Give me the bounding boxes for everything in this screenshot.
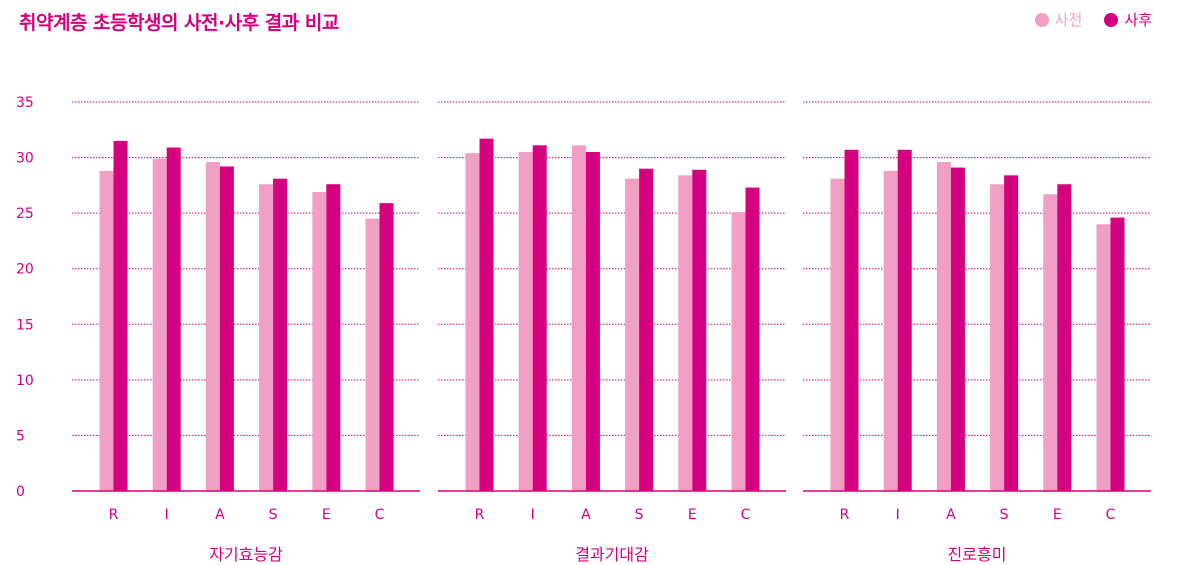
bar-post <box>326 184 341 491</box>
x-tick-label: E <box>688 507 697 523</box>
x-tick-label: R <box>109 507 119 523</box>
bar-pre <box>312 192 327 492</box>
x-tick-label: S <box>1000 507 1009 523</box>
panel-title: 진로흥미 <box>948 545 1007 564</box>
y-tick-label: 15 <box>16 317 34 333</box>
bar-post <box>639 168 654 491</box>
bar-post <box>479 138 494 492</box>
bar-pre <box>731 212 746 491</box>
x-tick-label: I <box>896 507 900 523</box>
legend-label-post: 사후 <box>1124 11 1152 29</box>
bar-post <box>532 145 547 492</box>
bar-post <box>166 147 181 491</box>
x-tick-label: A <box>581 507 591 523</box>
legend-label-pre: 사전 <box>1054 11 1083 29</box>
x-tick-label: R <box>840 507 850 523</box>
bar-post <box>1004 175 1019 491</box>
bar-post <box>692 169 707 491</box>
y-tick-label: 0 <box>16 484 25 500</box>
legend-item-post: 사후 <box>1104 9 1152 30</box>
y-tick-label: 10 <box>16 373 34 389</box>
x-tick-label: C <box>741 507 751 523</box>
bar-post <box>113 140 128 491</box>
y-tick-label: 20 <box>16 262 34 278</box>
x-tick-label: S <box>269 507 278 523</box>
x-tick-label: R <box>475 507 485 523</box>
y-tick-label: 25 <box>16 206 34 222</box>
x-tick-label: E <box>1053 507 1062 523</box>
chart-title: 취약계층 초등학생의 사전·사후 결과 비교 <box>19 12 339 34</box>
bar-pre <box>259 184 274 491</box>
bar-post <box>745 187 760 491</box>
bar-pre <box>678 175 693 491</box>
x-tick-label: C <box>375 507 385 523</box>
bar-post <box>1057 184 1072 491</box>
bar-pre <box>518 152 533 491</box>
y-tick-label: 30 <box>16 151 34 167</box>
bar-post <box>219 166 234 491</box>
bar-pre <box>1043 194 1058 491</box>
x-tick-label: I <box>531 507 535 523</box>
bar-post <box>897 149 912 491</box>
legend-item-pre: 사전 <box>1034 9 1083 30</box>
bar-pre <box>883 170 898 491</box>
legend-swatch-pre <box>1034 12 1049 27</box>
y-tick-label: 35 <box>16 95 34 111</box>
y-tick-label: 5 <box>16 428 25 444</box>
bar-pre <box>99 170 114 491</box>
bar-post <box>950 167 965 491</box>
legend: 사전 사후 <box>1034 9 1152 30</box>
bar-post <box>379 203 394 491</box>
bar-pre <box>625 178 640 491</box>
x-tick-label: I <box>165 507 169 523</box>
bar-post <box>273 178 288 491</box>
bar-post <box>844 149 859 491</box>
bar-pre <box>205 162 220 491</box>
x-tick-label: A <box>215 507 225 523</box>
bar-pre <box>152 158 167 491</box>
bar-post <box>585 152 600 491</box>
bar-pre <box>830 178 845 491</box>
bar-pre <box>465 153 480 491</box>
legend-swatch-post <box>1104 12 1119 27</box>
x-tick-label: C <box>1106 507 1116 523</box>
x-tick-label: S <box>635 507 644 523</box>
bar-pre <box>990 184 1005 491</box>
x-tick-label: E <box>322 507 331 523</box>
bar-pre <box>1096 224 1111 491</box>
bar-pre <box>571 145 586 492</box>
x-tick-label: A <box>946 507 956 523</box>
bar-post <box>1110 217 1125 492</box>
bar-pre <box>365 218 380 491</box>
panel-title: 결과기대감 <box>575 545 649 564</box>
panel-title: 자기효능감 <box>209 545 283 564</box>
bar-pre <box>936 162 951 491</box>
